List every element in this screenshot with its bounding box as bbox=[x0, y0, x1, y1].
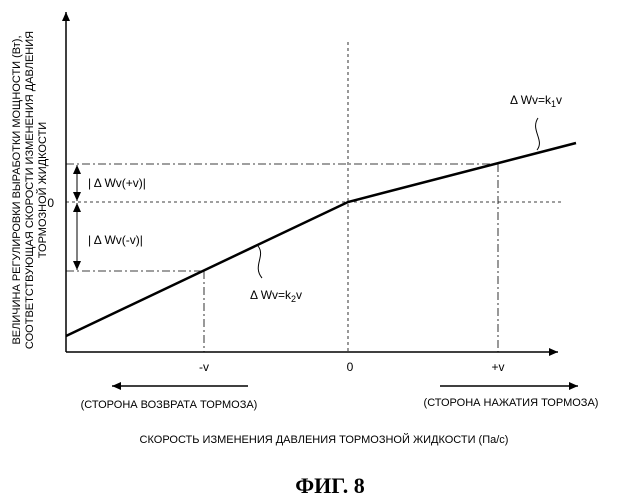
x-axis-title: СКОРОСТЬ ИЗМЕНЕНИЯ ДАВЛЕНИЯ ТОРМОЗНОЙ ЖИ… bbox=[140, 433, 509, 446]
upper-line-equation-prefix: Δ Wv=k bbox=[510, 93, 552, 107]
brake-press-side-label: (СТОРОНА НАЖАТИЯ ТОРМОЗА) bbox=[424, 397, 599, 409]
x-tick-pos-v: +v bbox=[491, 360, 504, 374]
x-tick-neg-v: -v bbox=[199, 360, 209, 374]
lower-line-equation-prefix: Δ Wv=k bbox=[250, 288, 292, 302]
upper-line-equation: Δ Wv=k1v bbox=[510, 93, 562, 109]
brake-return-side-label: (СТОРОНА ВОЗВРАТА ТОРМОЗА) bbox=[81, 399, 258, 411]
y-axis-title: ВЕЛИЧИНА РЕГУЛИРОВКИ ВЫРАБОТКИ МОЩНОСТИ … bbox=[11, 31, 49, 349]
upper-line-label-leader bbox=[536, 118, 540, 150]
delta-neg-label: | Δ Wv(-v)| bbox=[88, 233, 143, 247]
upper-line-equation-suffix: v bbox=[556, 93, 562, 107]
delta-pos-label: | Δ Wv(+v)| bbox=[88, 176, 146, 190]
y-axis-title-line-1: ВЕЛИЧИНА РЕГУЛИРОВКИ ВЫРАБОТКИ МОЩНОСТИ … bbox=[11, 35, 23, 344]
y-axis-title-line-3: ТОРМОЗНОЙ ЖИДКОСТИ bbox=[36, 122, 49, 258]
x-tick-zero: 0 bbox=[347, 360, 354, 374]
lower-line-equation: Δ Wv=k2v bbox=[250, 288, 302, 304]
y-axis-title-line-2: СООТВЕТСТВУЮЩАЯ СКОРОСТИ ИЗМЕНЕНИЯ ДАВЛЕ… bbox=[24, 31, 36, 349]
y-zero-label: 0 bbox=[47, 196, 54, 210]
figure-caption: ФИГ. 8 bbox=[295, 473, 365, 498]
lower-line-label-leader bbox=[258, 246, 262, 278]
lower-line-equation-suffix: v bbox=[296, 288, 302, 302]
